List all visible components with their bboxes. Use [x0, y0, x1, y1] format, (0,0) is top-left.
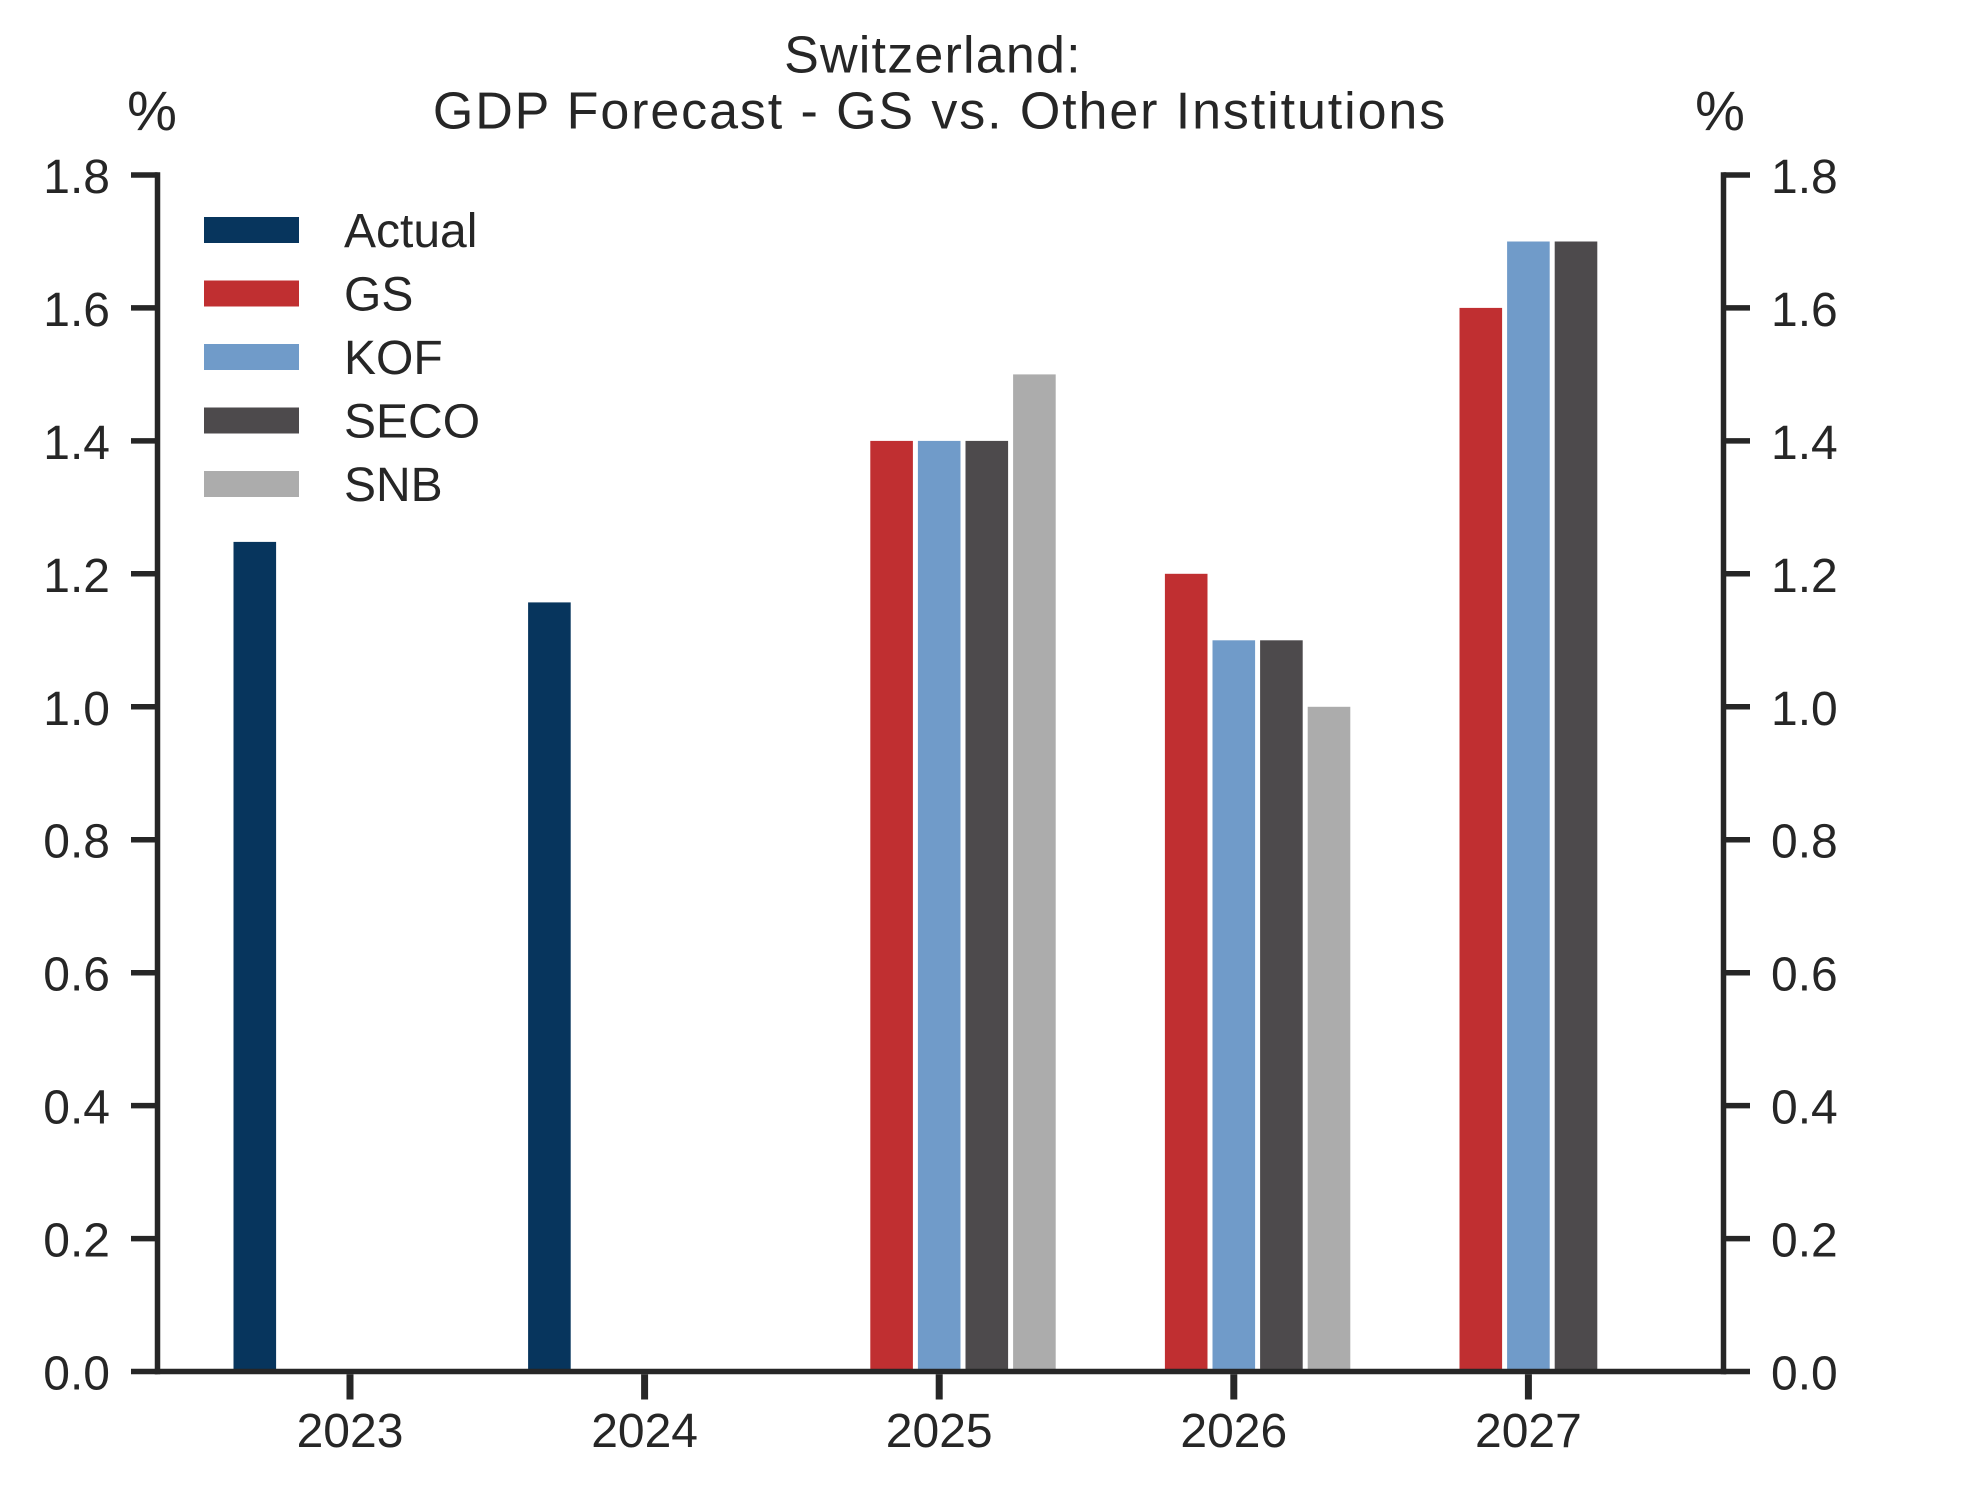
svg-text:Actual: Actual: [344, 205, 477, 258]
svg-text:0.8: 0.8: [43, 816, 110, 869]
svg-text:1.2: 1.2: [43, 550, 110, 603]
svg-text:2026: 2026: [1180, 1405, 1287, 1458]
svg-text:1.4: 1.4: [1771, 417, 1838, 470]
svg-text:0.4: 0.4: [1771, 1082, 1838, 1135]
svg-text:0.2: 0.2: [43, 1215, 110, 1268]
svg-text:Switzerland:: Switzerland:: [784, 27, 1082, 85]
svg-text:1.6: 1.6: [43, 284, 110, 337]
svg-text:1.8: 1.8: [1771, 151, 1838, 204]
svg-text:KOF: KOF: [344, 332, 443, 385]
svg-text:1.4: 1.4: [43, 417, 110, 470]
svg-text:0.4: 0.4: [43, 1082, 110, 1135]
svg-text:1.0: 1.0: [1771, 683, 1838, 736]
svg-text:0.0: 0.0: [1771, 1348, 1838, 1401]
svg-text:1.6: 1.6: [1771, 284, 1838, 337]
svg-text:2025: 2025: [886, 1405, 993, 1458]
svg-text:2027: 2027: [1475, 1405, 1582, 1458]
svg-text:1.2: 1.2: [1771, 550, 1838, 603]
svg-text:0.0: 0.0: [43, 1348, 110, 1401]
svg-text:GS: GS: [344, 269, 413, 322]
svg-text:SNB: SNB: [344, 459, 443, 512]
svg-text:%: %: [1695, 79, 1745, 142]
svg-text:1.0: 1.0: [43, 683, 110, 736]
svg-text:1.8: 1.8: [43, 151, 110, 204]
svg-text:2023: 2023: [297, 1405, 404, 1458]
svg-text:0.6: 0.6: [1771, 949, 1838, 1002]
svg-text:0.8: 0.8: [1771, 816, 1838, 869]
svg-text:0.6: 0.6: [43, 949, 110, 1002]
svg-text:GDP Forecast - GS vs. Other In: GDP Forecast - GS vs. Other Institutions: [433, 83, 1447, 141]
svg-text:SECO: SECO: [344, 396, 480, 449]
svg-text:0.2: 0.2: [1771, 1215, 1838, 1268]
svg-text:2024: 2024: [591, 1405, 698, 1458]
svg-text:%: %: [127, 79, 177, 142]
